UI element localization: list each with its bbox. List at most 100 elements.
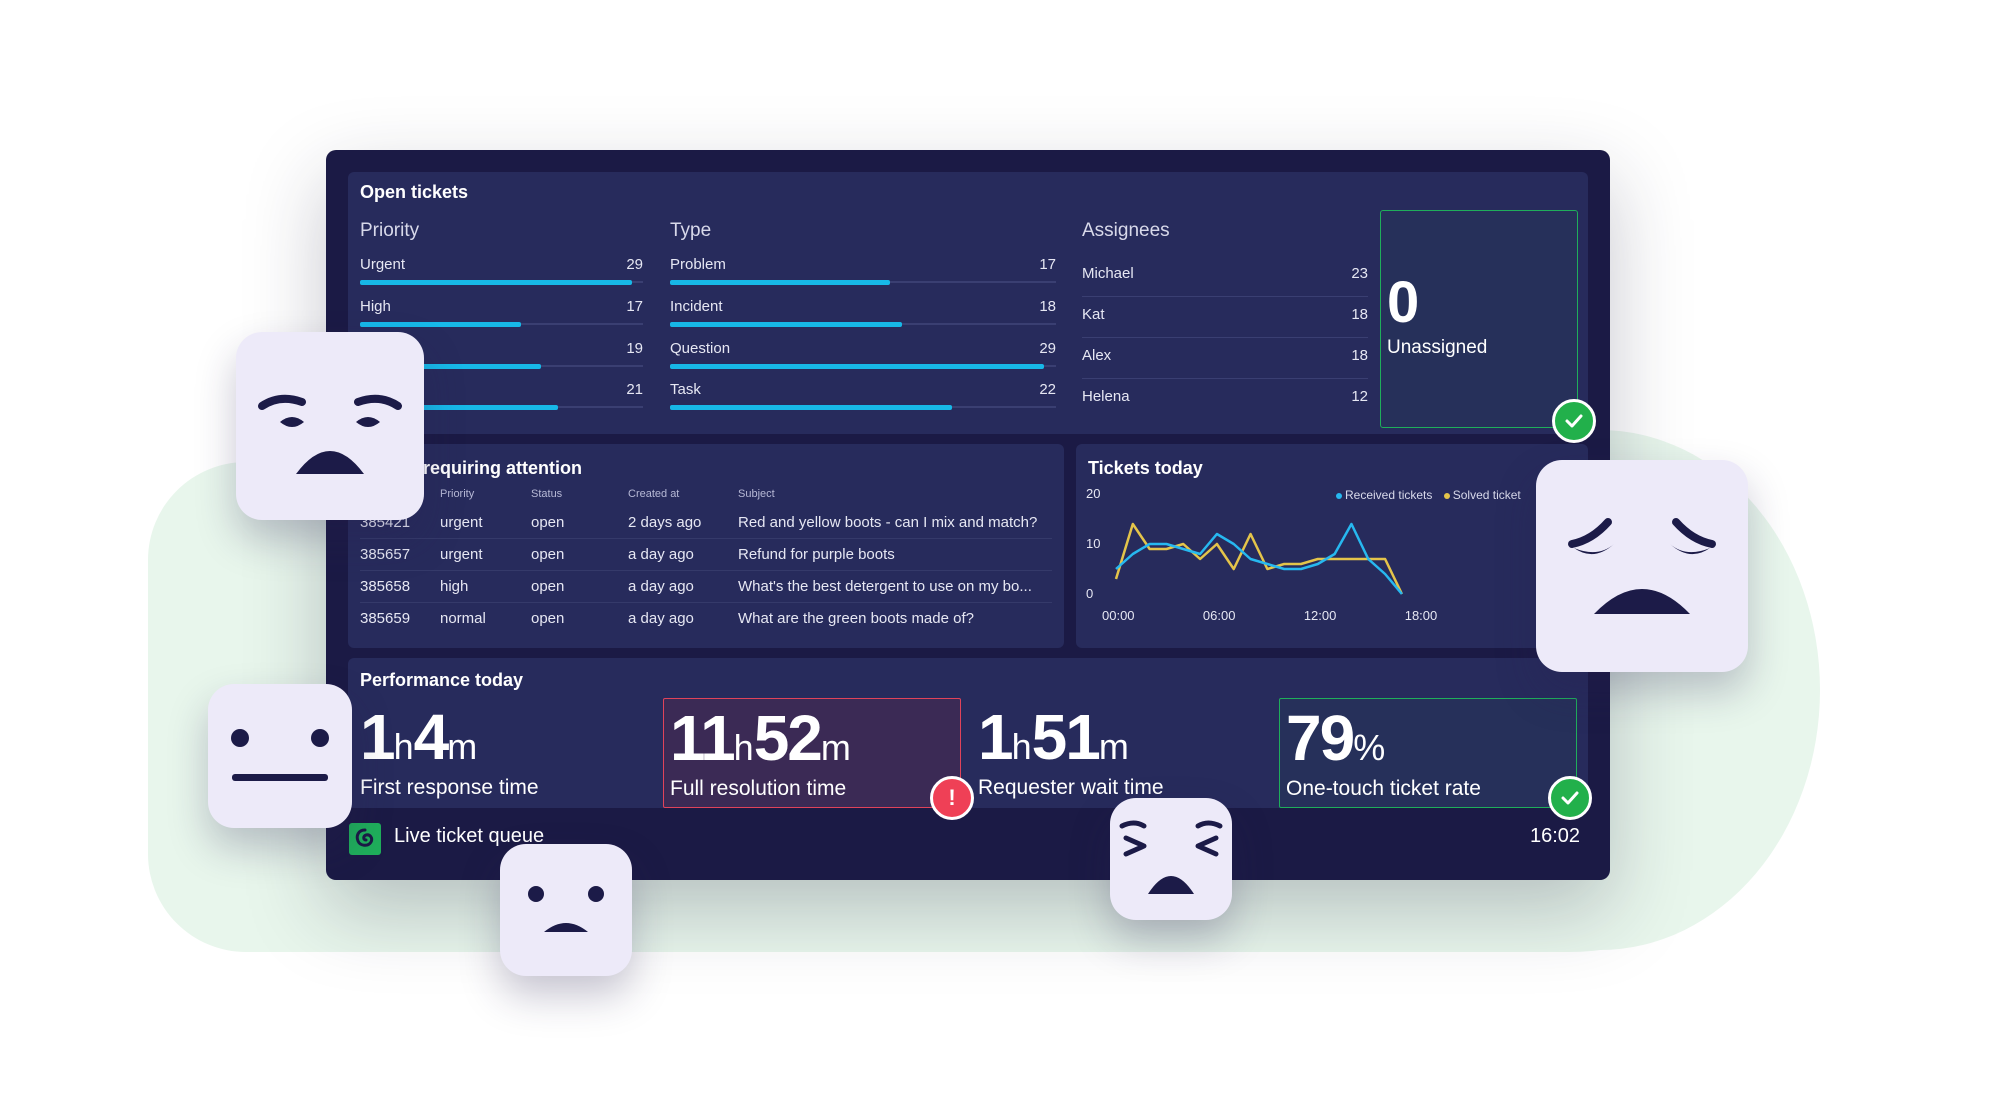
chart-legend: Received tickets Solved ticket	[1336, 488, 1521, 502]
ticket-status: open	[531, 578, 565, 595]
column-header-created: Created at	[628, 488, 680, 500]
kpi-caption: First response time	[360, 776, 539, 799]
ticket-priority: urgent	[440, 546, 483, 563]
kpi-unit: h	[733, 727, 754, 768]
priority-row-normal: 19	[360, 340, 643, 382]
priority-row-low: 21	[360, 381, 643, 423]
kpi-value: 79%	[1286, 701, 1385, 775]
priority-value: 21	[626, 381, 643, 398]
priority-row-high: High 17	[360, 298, 643, 340]
series-line-solved-ticket	[1114, 522, 1404, 595]
type-row-problem: Problem 17	[670, 256, 1056, 298]
ticket-created: 2 days ago	[628, 514, 702, 531]
type-label: Question	[670, 340, 731, 357]
kpi-caption: Requester wait time	[978, 776, 1164, 799]
legend-dot-solved	[1443, 492, 1450, 499]
y-tick-label: 20	[1086, 486, 1100, 501]
priority-value: 19	[626, 340, 643, 357]
assignee-count: 12	[1351, 388, 1368, 405]
assignee-row: Michael 23	[1082, 255, 1368, 297]
assignee-count: 18	[1351, 306, 1368, 323]
kpi-minutes: 52	[753, 702, 823, 774]
ticket-created: a day ago	[628, 610, 694, 627]
table-row[interactable]: 385658 high open a day ago What's the be…	[360, 570, 1052, 603]
ticket-subject: Refund for purple boots	[738, 546, 895, 563]
x-tick-label: 06:00	[1203, 608, 1236, 623]
tickets-today-panel: Tickets today Received tickets Solved ti…	[1076, 444, 1588, 648]
y-tick-label: 0	[1086, 586, 1093, 601]
worried-face-icon	[236, 332, 424, 520]
x-tick-label: 18:00	[1405, 608, 1438, 623]
kpi-first-response: 1h4m First response time	[354, 698, 650, 806]
attention-title: requiring attention	[423, 458, 582, 478]
type-track	[670, 280, 1056, 285]
table-row[interactable]: 385421 urgent open 2 days ago Red and ye…	[360, 506, 1052, 539]
kpi-unit: m	[1098, 726, 1129, 767]
ticket-subject: What are the green boots made of?	[738, 610, 974, 627]
ticket-created: a day ago	[628, 578, 694, 595]
distressed-face-icon	[1110, 798, 1232, 920]
priority-value: 29	[626, 256, 643, 273]
ticket-priority: urgent	[440, 514, 483, 531]
live-queue-label: Live ticket queue	[394, 825, 545, 847]
sad-face-icon	[1536, 460, 1748, 672]
type-bar	[670, 322, 902, 327]
column-header-status: Status	[531, 488, 563, 500]
x-tick-label: 00:00	[1102, 608, 1135, 623]
type-value: 18	[1039, 298, 1056, 315]
priority-track	[360, 322, 643, 327]
kpi-minutes: 51	[1031, 701, 1101, 773]
neutral-face-icon	[208, 684, 352, 828]
type-track	[670, 405, 1056, 410]
type-bar	[670, 280, 891, 285]
clock: 16:02	[1530, 825, 1581, 847]
ticket-id: 385659	[360, 610, 411, 627]
ticket-status: open	[531, 610, 565, 627]
legend-received: Received tickets	[1345, 488, 1433, 502]
ticket-status: open	[531, 546, 565, 563]
kpi-value: 11h52m	[670, 701, 851, 775]
table-row[interactable]: 385659 normal open a day ago What are th…	[360, 602, 1052, 634]
assignee-name: Helena	[1082, 388, 1130, 405]
x-tick-label: 12:00	[1304, 608, 1337, 623]
kpi-caption: One-touch ticket rate	[1286, 777, 1481, 800]
assignee-row: Helena 12	[1082, 378, 1368, 419]
ticket-status: open	[531, 514, 565, 531]
check-badge-icon	[1552, 399, 1596, 443]
column-header-priority: Priority	[440, 488, 475, 500]
type-heading: Type	[670, 220, 712, 241]
type-track	[670, 322, 1056, 327]
legend-solved: Solved ticket	[1452, 488, 1521, 502]
type-value: 17	[1039, 256, 1056, 273]
priority-label: Urgent	[360, 256, 406, 273]
kpi-caption: Full resolution time	[670, 777, 847, 800]
kpi-requester-wait: 1h51m Requester wait time	[972, 698, 1268, 806]
table-row[interactable]: 385657 urgent open a day ago Refund for …	[360, 538, 1052, 571]
y-tick-label: 10	[1086, 536, 1100, 551]
priority-track	[360, 405, 643, 410]
priority-track	[360, 364, 643, 369]
priority-bar	[360, 280, 632, 285]
kpi-value: 1h4m	[360, 700, 477, 774]
kpi-value: 1h51m	[978, 700, 1129, 774]
type-label: Task	[670, 381, 701, 398]
priority-label: High	[360, 298, 391, 315]
type-value: 22	[1039, 381, 1056, 398]
type-bar	[670, 364, 1045, 369]
legend-dot-received	[1336, 492, 1342, 499]
kpi-minutes: 4	[413, 701, 450, 773]
kpi-hours: 1	[978, 701, 1014, 773]
kpi-unit: m	[447, 726, 478, 767]
open-tickets-title: Open tickets	[360, 182, 469, 202]
ticket-priority: normal	[440, 610, 486, 627]
assignee-count: 23	[1351, 265, 1368, 282]
assignee-name: Kat	[1082, 306, 1105, 323]
type-row-incident: Incident 18	[670, 298, 1056, 340]
unassigned-label: Unassigned	[1387, 337, 1488, 358]
ticket-subject: Red and yellow boots - can I mix and mat…	[738, 514, 1038, 531]
check-badge-icon	[1548, 776, 1592, 820]
kpi-unit: h	[1011, 726, 1032, 767]
performance-title: Performance today	[360, 670, 524, 690]
ticket-priority: high	[440, 578, 469, 595]
ticket-id: 385658	[360, 578, 411, 595]
